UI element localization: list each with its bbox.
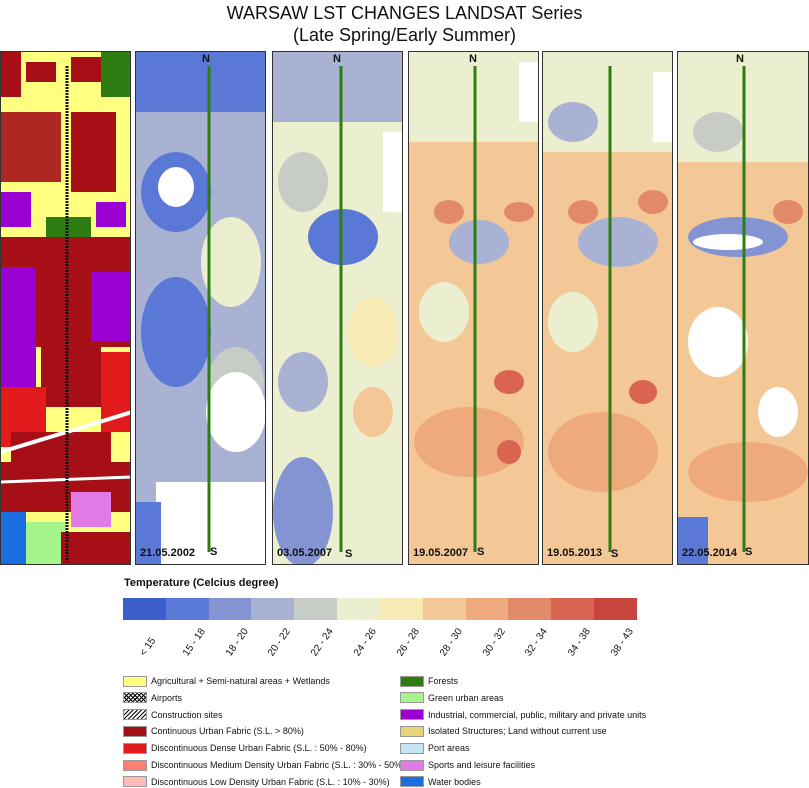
scale-cell	[465, 598, 509, 620]
north-label: N	[469, 53, 477, 65]
scale-cell	[123, 598, 166, 620]
scale-cell	[208, 598, 252, 620]
legend-item: Airports	[123, 692, 182, 704]
scale-cell	[251, 598, 295, 620]
south-label: S	[611, 548, 619, 560]
legend-swatch	[400, 742, 424, 754]
panel-date: 21.05.2002	[140, 547, 196, 559]
temperature-legend-title: Temperature (Celcius degree)	[124, 577, 279, 589]
legend-label: Agricultural + Semi-natural areas + Wetl…	[151, 676, 330, 686]
legend-item: Agricultural + Semi-natural areas + Wetl…	[123, 675, 330, 687]
scale-tick-label: < 15	[137, 635, 159, 659]
legend-label: Construction sites	[151, 709, 223, 720]
scale-tick-label: 22 - 24	[309, 626, 337, 659]
scale-tick-label: 15 - 18	[180, 626, 208, 659]
south-label: S	[745, 546, 753, 558]
legend-label: Discontinuous Low Density Urban Fabric (…	[151, 776, 390, 787]
legend-label: Industrial, commercial, public, military…	[428, 709, 647, 720]
legend-item: Continuous Urban Fabric (S.L. > 80%)	[123, 725, 304, 737]
legend-item: Port areas	[400, 742, 470, 754]
scale-tick-label: 34 - 38	[566, 626, 594, 659]
scale-cell	[422, 598, 466, 620]
legend-label: Discontinuous Dense Urban Fabric (S.L. :…	[151, 743, 367, 754]
legend-swatch	[400, 709, 424, 721]
scale-cell	[165, 598, 209, 620]
scale-cell	[594, 598, 637, 620]
legend-item: Isolated Structures; Land without curren…	[400, 725, 607, 737]
legend-swatch	[400, 692, 424, 704]
legend-label: Sports and leisure facilities	[428, 760, 536, 770]
scale-tick-label: 32 - 34	[523, 626, 551, 659]
legend-label: Green urban areas	[428, 692, 504, 703]
legend-swatch	[123, 759, 147, 771]
scale-cell	[379, 598, 423, 620]
lst-map-2014: N S 22.05.2014	[677, 51, 809, 565]
lst-map-2002: N S 21.05.2002	[135, 51, 266, 565]
legend-item: Forests	[400, 675, 458, 687]
legend-swatch	[400, 759, 424, 771]
legend-item: Discontinuous Dense Urban Fabric (S.L. :…	[123, 742, 367, 754]
legend-label: Continuous Urban Fabric (S.L. > 80%)	[151, 726, 304, 737]
legend-swatch	[123, 709, 147, 721]
panel-date: 19.05.2007	[413, 547, 469, 559]
scale-tick-label: 26 - 28	[394, 626, 422, 659]
scale-tick-label: 28 - 30	[437, 626, 465, 659]
lst-map-2007a: N S 03.05.2007	[272, 51, 403, 565]
scale-tick-label: 20 - 22	[266, 626, 294, 659]
scale-tick-label: 30 - 32	[480, 626, 508, 659]
south-label: S	[210, 546, 218, 558]
legend-label: Port areas	[428, 743, 470, 754]
scale-cell	[294, 598, 338, 620]
temperature-tick-labels: < 15 15 - 18 18 - 20 20 - 22 22 - 24 24 - 26 2…	[123, 626, 637, 659]
scale-cell	[337, 598, 380, 620]
legend-item: Construction sites	[123, 709, 223, 721]
legend-label: Forests	[428, 676, 459, 686]
legend-item: Industrial, commercial, public, military…	[400, 709, 646, 721]
panel-date: 03.05.2007	[277, 547, 333, 559]
chart-title: WARSAW LST CHANGES LANDSAT Series	[226, 3, 583, 23]
north-label: N	[333, 53, 341, 65]
legend-swatch	[123, 725, 147, 737]
scale-cell	[508, 598, 552, 620]
south-label: S	[345, 548, 353, 560]
legend-swatch	[400, 725, 424, 737]
legend-swatch	[123, 742, 147, 754]
legend-item: Green urban areas	[400, 692, 504, 704]
south-label: S	[477, 546, 485, 558]
scale-tick-label: 38 - 43	[609, 626, 637, 659]
legend-item: Sports and leisure facilities	[400, 759, 535, 771]
lst-map-2007b: N S 19.05.2007	[408, 51, 539, 565]
scale-cell	[551, 598, 595, 620]
north-label: N	[202, 53, 210, 65]
land-cover-map	[0, 51, 131, 565]
lst-map-2013: S 19.05.2013	[542, 51, 673, 565]
panel-date: 19.05.2013	[547, 547, 603, 559]
scale-tick-label: 24 - 26	[352, 626, 380, 659]
north-label: N	[736, 53, 744, 65]
chart-subtitle: (Late Spring/Early Summer)	[292, 25, 517, 45]
legend-label: Airports	[151, 692, 183, 703]
panel-date: 22.05.2014	[682, 547, 738, 559]
scale-tick-label: 18 - 20	[223, 626, 251, 659]
legend-swatch	[123, 692, 147, 704]
legend-label: Isolated Structures; Land without curren…	[428, 726, 607, 737]
legend-label: Discontinuous Medium Density Urban Fabri…	[151, 760, 406, 770]
temperature-scale	[123, 598, 637, 620]
legend-swatch	[400, 675, 424, 687]
legend-item: Discontinuous Medium Density Urban Fabri…	[123, 759, 405, 771]
legend-label: Water bodies	[428, 776, 481, 787]
legend-swatch	[123, 675, 147, 687]
